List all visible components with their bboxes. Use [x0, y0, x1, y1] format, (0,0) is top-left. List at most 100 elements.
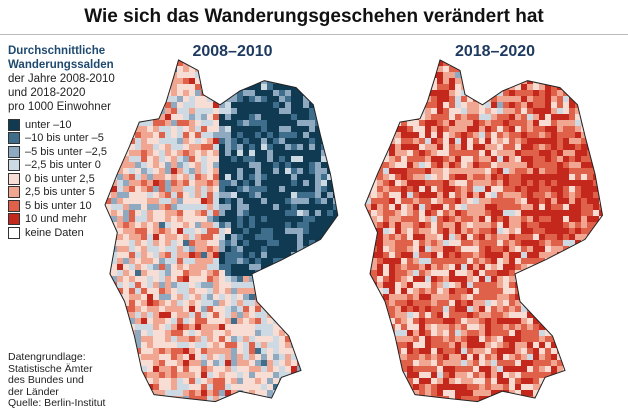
map-cell: [255, 186, 261, 192]
map-cell: [165, 276, 171, 282]
map-cell: [327, 204, 333, 210]
map-cell: [395, 102, 401, 108]
map-cell: [365, 402, 371, 408]
map-cell: [599, 180, 603, 186]
map-cell: [485, 192, 491, 198]
map-cell: [509, 228, 515, 234]
map-cell: [593, 102, 599, 108]
map-cell: [533, 276, 539, 282]
map-cell: [479, 360, 485, 366]
map-cell: [383, 378, 389, 384]
map-cell: [485, 372, 491, 378]
map-cell: [557, 132, 563, 138]
map-cell: [599, 324, 603, 330]
map-cell: [123, 210, 129, 216]
map-cell: [315, 360, 321, 366]
map-cell: [213, 78, 219, 84]
map-cell: [141, 330, 147, 336]
map-cell: [593, 336, 599, 342]
map-cell: [401, 114, 407, 120]
map-cell: [605, 66, 611, 72]
map-cell: [509, 66, 515, 72]
map-cell: [123, 366, 129, 372]
map-cell: [261, 342, 267, 348]
map-cell: [171, 228, 177, 234]
map-cell: [599, 132, 603, 138]
map-cell: [195, 102, 201, 108]
map-cell: [333, 276, 338, 282]
map-cell: [129, 234, 135, 240]
map-cell: [261, 102, 267, 108]
map-cell: [261, 108, 267, 114]
map-cell: [285, 84, 291, 90]
map-cell: [189, 390, 195, 396]
map-cell: [425, 402, 431, 408]
map-cell: [135, 192, 141, 198]
map-cell: [443, 66, 449, 72]
map-cell: [201, 162, 207, 168]
map-cell: [563, 174, 569, 180]
map-cell: [129, 222, 135, 228]
map-cell: [231, 108, 237, 114]
map-cell: [395, 282, 401, 288]
map-cell: [509, 402, 515, 408]
map-cell: [237, 222, 243, 228]
map-cell: [455, 366, 461, 372]
map-cell: [455, 126, 461, 132]
map-cell: [231, 174, 237, 180]
map-cell: [389, 144, 395, 150]
map-cell: [533, 372, 539, 378]
map-cell: [171, 96, 177, 102]
map-cell: [557, 204, 563, 210]
map-cell: [207, 144, 213, 150]
map-cell: [485, 324, 491, 330]
map-cell: [111, 354, 117, 360]
map-cell: [557, 192, 563, 198]
map-cell: [285, 108, 291, 114]
map-cell: [285, 264, 291, 270]
map-cell: [123, 84, 129, 90]
map-cell: [383, 384, 389, 390]
map-cell: [183, 216, 189, 222]
map-cell: [213, 336, 219, 342]
map-cell: [111, 216, 117, 222]
map-cell: [255, 360, 261, 366]
map-cell: [171, 372, 177, 378]
map-cell: [123, 132, 129, 138]
map-cell: [377, 192, 383, 198]
map-cell: [449, 96, 455, 102]
map-cell: [171, 294, 177, 300]
map-cell: [303, 384, 309, 390]
map-cell: [195, 276, 201, 282]
map-cell: [383, 66, 389, 72]
map-cell: [581, 348, 587, 354]
map-cell: [419, 330, 425, 336]
map-cell: [261, 90, 267, 96]
map-cell: [389, 114, 395, 120]
map-cell: [111, 378, 117, 384]
map-cell: [273, 396, 279, 402]
legend-items: unter –10 –10 bis unter –5 –5 bis unter –2…: [8, 118, 158, 240]
map-cell: [473, 126, 479, 132]
map-cell: [371, 306, 377, 312]
map-cell: [563, 168, 569, 174]
map-cell: [383, 234, 389, 240]
map-cell: [377, 138, 383, 144]
map-cell: [527, 162, 533, 168]
map-cell: [261, 222, 267, 228]
map-cell: [159, 204, 165, 210]
map-cell: [159, 384, 165, 390]
map-outline: [364, 59, 604, 403]
map-cell: [377, 96, 383, 102]
map-cell: [177, 312, 183, 318]
map-cell: [303, 156, 309, 162]
map-cell: [455, 114, 461, 120]
map-cell: [437, 174, 443, 180]
source-line: Datengrundlage:: [8, 351, 86, 363]
map-cell: [461, 282, 467, 288]
map-cell: [273, 354, 279, 360]
map-cell: [213, 156, 219, 162]
map-cell: [575, 186, 581, 192]
map-cell: [261, 348, 267, 354]
map-cell: [425, 306, 431, 312]
